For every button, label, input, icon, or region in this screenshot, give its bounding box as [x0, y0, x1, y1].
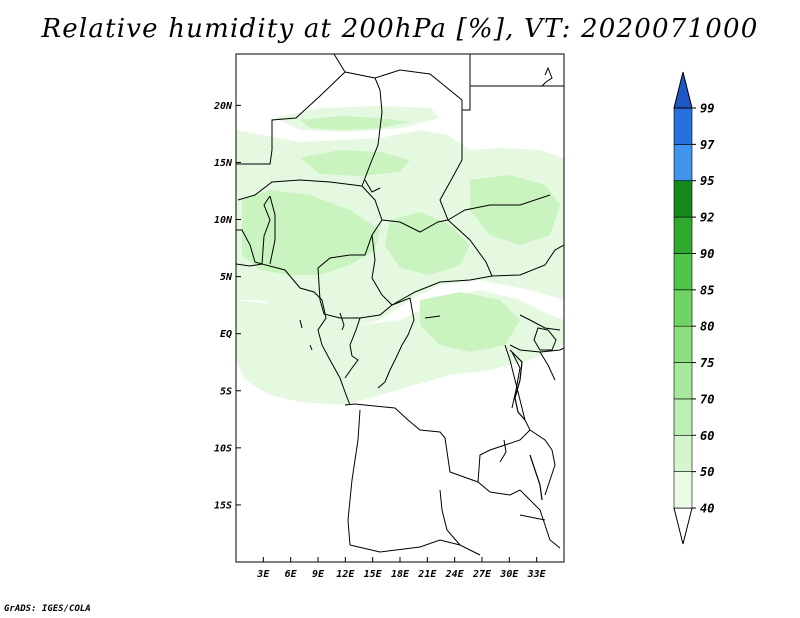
colorbar-bin: [673, 71, 693, 109]
colorbar-label: 50: [700, 465, 714, 479]
lon-tick-label: 9E: [312, 569, 325, 580]
colorbar-bin: [673, 398, 693, 436]
humidity-region-core-central: [385, 212, 470, 275]
colorbar-bin: [673, 507, 693, 545]
colorbar-bin: [673, 289, 693, 327]
colorbar-label: 95: [700, 174, 714, 188]
lat-tick-label: 20N: [213, 101, 233, 112]
colorbar-label: 90: [700, 247, 714, 261]
colorbar: 40 50 60 70 75 80 85 90 92 95 97 99: [673, 71, 715, 545]
humidity-region-core-east: [470, 175, 560, 245]
colorbar-bin: [673, 362, 693, 400]
colorbar-label: 85: [700, 283, 714, 297]
colorbar-label: 80: [700, 320, 714, 334]
colorbar-label: 92: [700, 211, 714, 225]
lon-tick-label: 12E: [336, 569, 355, 580]
humidity-region-core-north: [300, 150, 410, 176]
lat-tick-label: 15S: [214, 500, 232, 511]
map-title: Relative humidity at 200hPa [%], VT: 202…: [41, 14, 759, 44]
grads-credit: GrADS: IGES/COLA: [4, 604, 91, 614]
colorbar-label: 75: [700, 356, 714, 370]
coastlines: [236, 66, 557, 521]
colorbar-label: 60: [700, 429, 714, 443]
lon-tick-label: 21E: [417, 569, 437, 580]
lat-tick-label: 5S: [220, 386, 232, 397]
colorbar-bin: [673, 216, 693, 254]
lon-tick-label: 15E: [364, 569, 383, 580]
lat-tick-label: 15N: [214, 158, 233, 169]
lat-tick-label: EQ: [220, 329, 232, 340]
latitude-axis: 20N 15N 10N 5N EQ 5S 10S 15S: [213, 101, 241, 511]
humidity-region-core-south: [420, 292, 520, 352]
colorbar-bin: [673, 107, 693, 145]
colorbar-bin: [673, 253, 693, 291]
lon-tick-label: 18E: [391, 569, 410, 580]
longitude-axis: 3E 6E 9E 12E 15E 18E 21E 24E 27E 30E 33E: [256, 557, 547, 580]
lat-tick-label: 10N: [214, 215, 233, 226]
lon-tick-label: 27E: [472, 569, 492, 580]
colorbar-bin: [673, 325, 693, 363]
lon-tick-label: 24E: [445, 569, 465, 580]
lon-tick-label: 33E: [527, 569, 547, 580]
colorbar-bin: [673, 471, 693, 509]
colorbar-label: 70: [700, 392, 714, 406]
colorbar-label: 99: [700, 102, 714, 116]
country-borders: [236, 54, 564, 556]
colorbar-bin: [673, 180, 693, 218]
lon-tick-label: 6E: [285, 569, 298, 580]
colorbar-bin: [673, 144, 693, 182]
lat-tick-label: 5N: [220, 272, 233, 283]
humidity-fill: [236, 106, 564, 405]
humidity-region-core-west: [242, 190, 380, 275]
colorbar-label: 97: [700, 138, 715, 152]
lon-tick-label: 3E: [256, 569, 270, 580]
lat-tick-label: 10S: [214, 443, 232, 454]
colorbar-label: 40: [700, 502, 714, 516]
humidity-region-strip-north: [300, 116, 410, 130]
colorbar-bin: [673, 434, 693, 472]
lon-tick-label: 30E: [499, 569, 519, 580]
